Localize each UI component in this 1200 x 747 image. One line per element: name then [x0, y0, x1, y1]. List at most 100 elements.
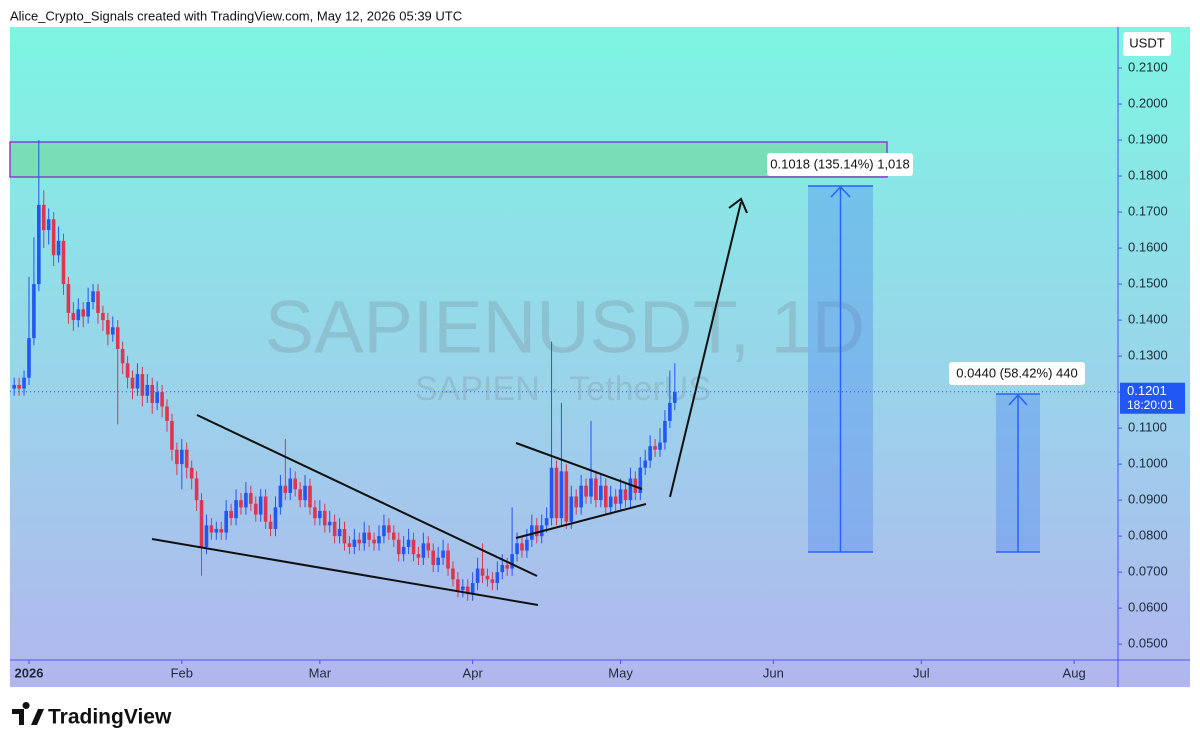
candle-body [56, 240, 61, 256]
y-tick-label: 0.1400 [1128, 312, 1168, 327]
candle-body [446, 550, 450, 569]
x-tick-label: Jul [913, 665, 930, 680]
candle-body [244, 492, 248, 508]
candle-body [81, 309, 86, 317]
candle-body [96, 291, 100, 313]
candle-body [357, 539, 362, 544]
candle-body [465, 586, 470, 594]
candle-body [451, 568, 455, 580]
candle-body [27, 338, 31, 378]
trendlines [151, 197, 748, 606]
candle-body [303, 485, 307, 501]
candle-body [416, 554, 421, 558]
x-tick-label: Mar [309, 665, 332, 680]
currency-box[interactable] [1123, 32, 1171, 56]
candle-body [525, 539, 529, 551]
x-tick-label: Jun [763, 665, 784, 680]
candle-body [599, 485, 603, 501]
x-tick-label: Apr [463, 665, 484, 680]
candle-body [411, 539, 416, 555]
candle-body [534, 525, 539, 537]
candle-body [37, 204, 41, 285]
candle-body [589, 478, 593, 497]
watermark-subtitle: SAPIEN · TetherUS [415, 370, 711, 408]
candle-body [145, 384, 150, 396]
candle-body [594, 478, 598, 501]
candle-body [199, 500, 204, 547]
x-tick-label: Aug [1063, 665, 1086, 680]
candle-body [135, 374, 140, 389]
candle-body [377, 536, 381, 544]
candle-body [140, 374, 145, 396]
candle-body [91, 291, 95, 303]
y-tick-label: 0.1800 [1128, 168, 1168, 183]
candle-body [352, 539, 357, 547]
candle-body [229, 510, 233, 519]
measure-label-box [949, 362, 1085, 385]
candle-body [175, 449, 179, 465]
watermark-title: SAPIENUSDT, 1D [265, 286, 865, 369]
candle-body [613, 496, 618, 504]
candle-body [608, 496, 613, 508]
y-tick-label: 0.1600 [1128, 240, 1168, 255]
candle-body [46, 219, 51, 231]
candle-body [273, 507, 278, 529]
candle-body [150, 384, 155, 403]
candle-body [160, 392, 164, 407]
candle-body [623, 489, 628, 501]
trendline [196, 414, 538, 577]
candle-body [406, 539, 411, 547]
candle-body [490, 579, 495, 583]
candle-body [204, 525, 209, 547]
candle-body [401, 546, 406, 555]
candle-body [253, 503, 258, 515]
candle-body [648, 446, 652, 461]
measure-arrow-head [830, 185, 851, 198]
candle-body [76, 309, 81, 321]
candle-body [165, 406, 169, 421]
candle-body [322, 510, 327, 526]
candle-body [391, 532, 396, 540]
candle-body [530, 525, 534, 540]
candle-body [480, 568, 485, 576]
y-tick-label: 0.0900 [1128, 492, 1168, 507]
candle-body [544, 518, 549, 526]
currency-label[interactable]: USDT [1129, 35, 1164, 50]
candle-body [258, 496, 263, 515]
candle-body [332, 521, 337, 537]
candle-body [500, 564, 505, 573]
candle-body [106, 320, 110, 335]
candle-body [239, 500, 243, 508]
last-price-box [1120, 382, 1185, 414]
x-tick-label: Feb [171, 665, 193, 680]
candle-body [673, 391, 677, 403]
measure-arrow-head [1008, 393, 1028, 406]
candle-body [628, 478, 633, 501]
candle-body [12, 384, 16, 389]
candle-body [293, 478, 297, 490]
candle-body [155, 392, 159, 403]
candle-body [189, 467, 194, 479]
candle-body [51, 219, 56, 256]
candle-body [298, 489, 302, 501]
y-tick-label: 0.1900 [1128, 131, 1168, 146]
y-tick-label: 0.1300 [1128, 348, 1168, 363]
candle-body [214, 528, 219, 533]
candle-body [120, 348, 125, 364]
candle-body [278, 485, 283, 508]
candle-body [313, 507, 317, 519]
candle-body [219, 528, 224, 533]
y-tick-label: 0.1000 [1128, 456, 1168, 471]
y-tick-label: 0.2100 [1128, 59, 1168, 74]
candle-body [337, 528, 342, 537]
trendline [515, 503, 647, 539]
candle-body [668, 402, 672, 421]
candle-body [342, 528, 347, 544]
y-tick-label: 0.0800 [1128, 528, 1168, 543]
candle-body [283, 485, 288, 493]
candles [12, 140, 677, 601]
candle-body [515, 543, 519, 555]
candle-body [66, 284, 71, 313]
candle-body [387, 525, 391, 533]
x-tick-label: May [608, 665, 633, 680]
